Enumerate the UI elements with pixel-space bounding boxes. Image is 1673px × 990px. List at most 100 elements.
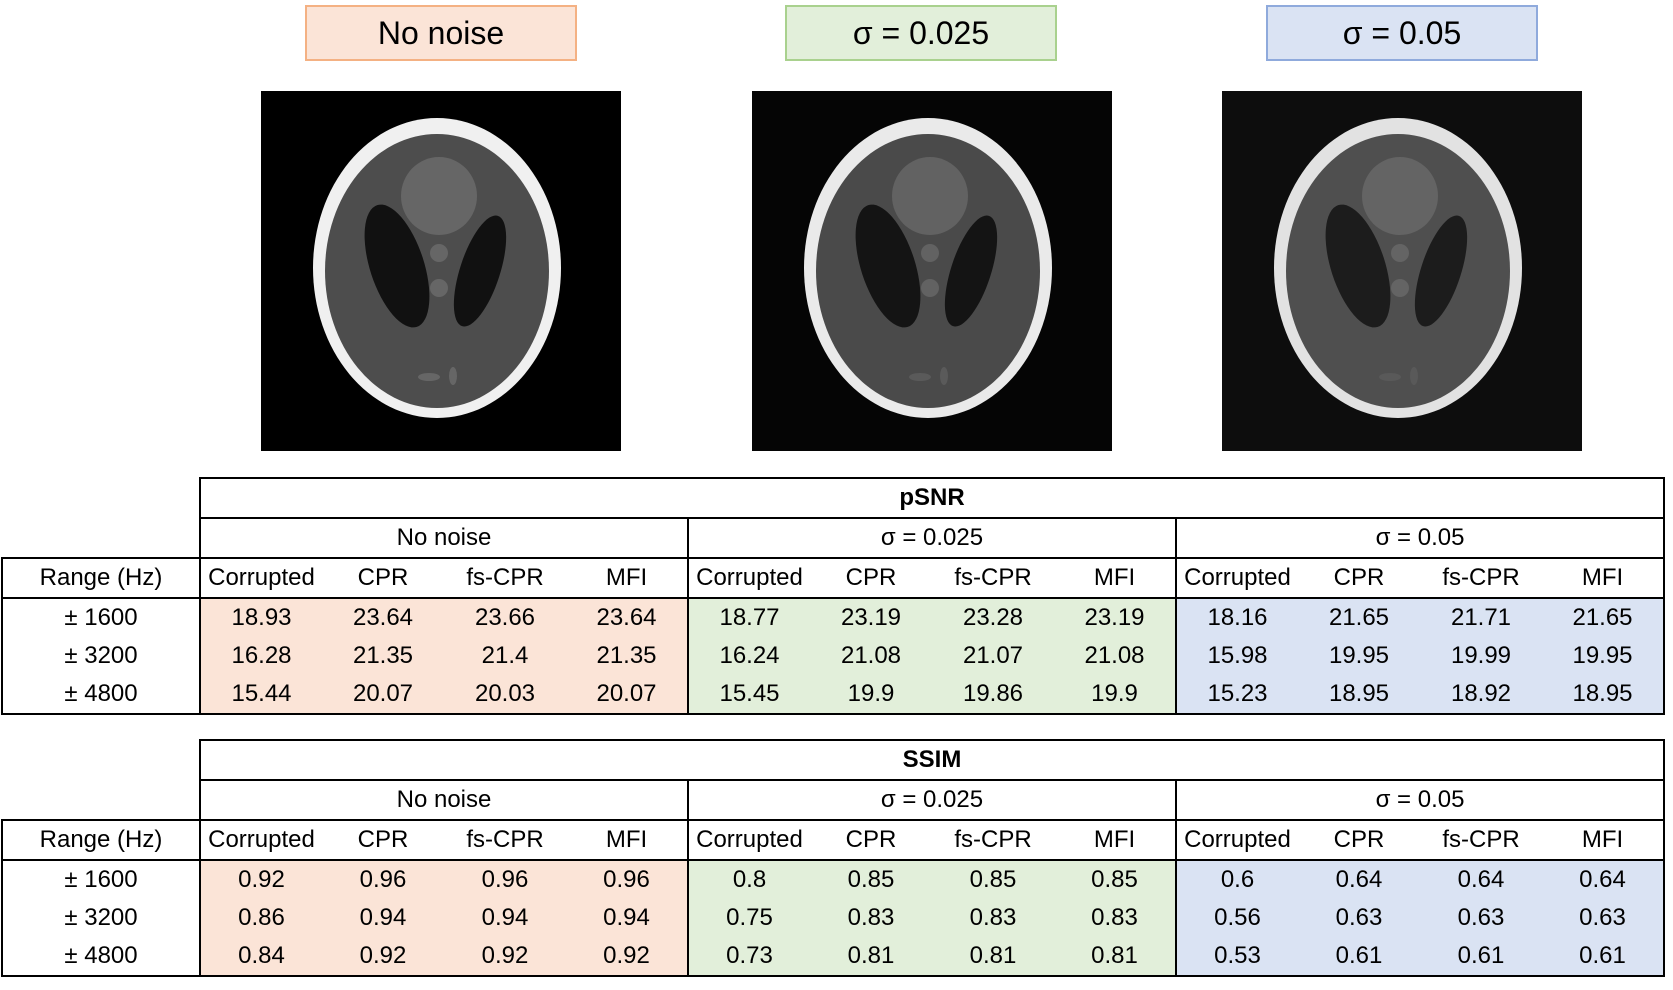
table-cell: 0.61 [1542,937,1665,977]
group-header-sigma-005: σ = 0.05 [1175,779,1665,820]
table-cell: 16.28 [199,637,322,675]
table-cell: 0.85 [810,859,932,899]
ssim-title: SSIM [199,739,1665,780]
col-header-mfi: MFI [1542,557,1665,598]
col-header-fs-cpr: fs-CPR [932,819,1054,860]
col-header-corrupted: Corrupted [687,557,810,598]
group-header-sigma-0025: σ = 0.025 [687,779,1177,820]
range-header: Range (Hz) [1,557,200,598]
psnr-table: pSNR No noise σ = 0.025 σ = 0.05 Range (… [1,477,1665,715]
table-cell: 18.77 [687,597,810,637]
table-cell: 23.66 [444,597,566,637]
table-cell: 21.08 [810,637,932,675]
col-header-corrupted: Corrupted [199,557,322,598]
table-row: ± 3200 16.28 21.35 21.4 21.35 16.24 21.0… [1,637,1665,675]
table-row: ± 1600 0.92 0.96 0.96 0.96 0.8 0.85 0.85… [1,859,1665,899]
range-header: Range (Hz) [1,819,200,860]
col-header-fs-cpr: fs-CPR [932,557,1054,598]
table-cell: 23.64 [322,597,444,637]
range-label: ± 4800 [1,937,200,977]
table-row: ± 1600 18.93 23.64 23.66 23.64 18.77 23.… [1,597,1665,637]
table-cell: 0.83 [932,899,1054,937]
phantom-image-no-noise [261,91,621,451]
table-cell: 0.94 [566,899,688,937]
table-cell: 15.45 [687,675,810,715]
table-cell: 18.95 [1542,675,1665,715]
table-cell: 0.96 [322,859,444,899]
table-cell: 0.64 [1298,859,1420,899]
col-header-fs-cpr: fs-CPR [1420,557,1542,598]
table-cell: 23.64 [566,597,688,637]
label-no-noise: No noise [305,5,577,61]
table-cell: 0.53 [1175,937,1298,977]
psnr-title: pSNR [199,477,1665,518]
table-cell: 0.61 [1298,937,1420,977]
group-header-sigma-005: σ = 0.05 [1175,517,1665,558]
table-cell: 20.07 [566,675,688,715]
table-cell: 0.81 [810,937,932,977]
table-cell: 0.96 [444,859,566,899]
table-cell: 21.35 [566,637,688,675]
table-cell: 0.73 [687,937,810,977]
table-cell: 18.95 [1298,675,1420,715]
col-header-corrupted: Corrupted [687,819,810,860]
table-cell: 21.71 [1420,597,1542,637]
table-cell: 19.86 [932,675,1054,715]
range-label: ± 3200 [1,899,200,937]
table-cell: 0.85 [932,859,1054,899]
table-cell: 15.98 [1175,637,1298,675]
col-header-cpr: CPR [810,557,932,598]
table-cell: 19.9 [1054,675,1176,715]
table-cell: 16.24 [687,637,810,675]
table-cell: 0.84 [199,937,322,977]
table-cell: 23.28 [932,597,1054,637]
table-cell: 20.07 [322,675,444,715]
col-header-fs-cpr: fs-CPR [1420,819,1542,860]
table-row: ± 4800 0.84 0.92 0.92 0.92 0.73 0.81 0.8… [1,937,1665,977]
col-header-cpr: CPR [322,819,444,860]
table-cell: 0.6 [1175,859,1298,899]
table-cell: 0.83 [810,899,932,937]
table-cell: 0.81 [932,937,1054,977]
table-cell: 20.03 [444,675,566,715]
col-header-cpr: CPR [322,557,444,598]
phantom-image-sigma-005 [1222,91,1582,451]
range-label: ± 3200 [1,637,200,675]
table-row: ± 4800 15.44 20.07 20.03 20.07 15.45 19.… [1,675,1665,715]
table-cell: 0.85 [1054,859,1176,899]
ssim-table: SSIM No noise σ = 0.025 σ = 0.05 Range (… [1,739,1665,977]
table-cell: 0.63 [1298,899,1420,937]
table-cell: 19.95 [1298,637,1420,675]
label-sigma-0025: σ = 0.025 [785,5,1057,61]
table-cell: 0.83 [1054,899,1176,937]
table-cell: 0.86 [199,899,322,937]
table-cell: 21.4 [444,637,566,675]
phantom-image-sigma-0025 [752,91,1112,451]
table-cell: 21.65 [1542,597,1665,637]
col-header-corrupted: Corrupted [1175,557,1298,598]
range-label: ± 1600 [1,859,200,899]
table-cell: 0.96 [566,859,688,899]
col-header-corrupted: Corrupted [199,819,322,860]
range-label: ± 1600 [1,597,200,637]
table-cell: 0.64 [1420,859,1542,899]
col-header-mfi: MFI [566,819,688,860]
col-header-mfi: MFI [566,557,688,598]
table-cell: 0.56 [1175,899,1298,937]
group-header-sigma-0025: σ = 0.025 [687,517,1177,558]
table-cell: 0.81 [1054,937,1176,977]
table-cell: 0.94 [322,899,444,937]
table-cell: 19.9 [810,675,932,715]
table-cell: 0.64 [1542,859,1665,899]
col-header-cpr: CPR [810,819,932,860]
col-header-fs-cpr: fs-CPR [444,557,566,598]
table-cell: 0.75 [687,899,810,937]
table-cell: 23.19 [1054,597,1176,637]
col-header-mfi: MFI [1542,819,1665,860]
table-cell: 21.07 [932,637,1054,675]
table-cell: 0.61 [1420,937,1542,977]
table-cell: 21.35 [322,637,444,675]
table-cell: 19.99 [1420,637,1542,675]
table-cell: 15.44 [199,675,322,715]
group-header-no-noise: No noise [199,517,689,558]
